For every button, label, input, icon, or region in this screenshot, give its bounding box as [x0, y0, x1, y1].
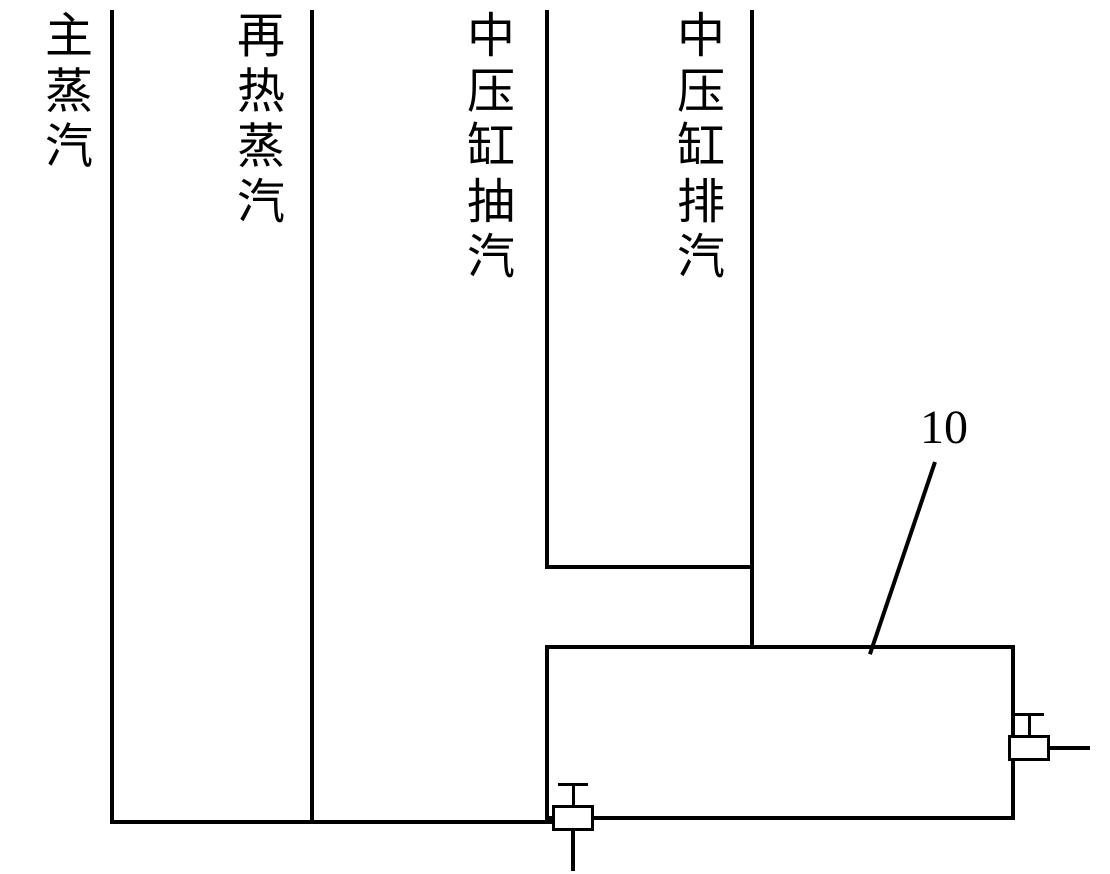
pipe-ip-exhaust	[750, 10, 754, 649]
valve-stub	[571, 831, 575, 871]
valve-right	[1008, 713, 1050, 761]
label-reheat-steam: 再热蒸汽	[220, 10, 290, 231]
callout-label-10: 10	[920, 400, 968, 455]
label-main-steam: 主蒸汽	[28, 10, 98, 176]
pipe-reheat-steam	[310, 10, 314, 824]
pipe-ip-extraction	[545, 10, 549, 569]
valve-stub	[1050, 746, 1090, 750]
label-ip-extraction: 中压缸抽汽	[450, 10, 520, 286]
pipe-bottom-connector	[110, 820, 552, 824]
valve-stem	[572, 783, 575, 805]
valve-body	[552, 805, 594, 831]
valve-stem	[1028, 713, 1031, 735]
pipe-main-steam	[110, 10, 114, 824]
component-box-10	[545, 645, 1015, 820]
valve-cap	[558, 783, 588, 786]
valve-cap	[1014, 713, 1044, 716]
valve-body	[1008, 735, 1050, 761]
valve-bottom	[552, 783, 594, 831]
label-ip-exhaust: 中压缸排汽	[660, 10, 730, 286]
callout-line-10	[868, 461, 937, 654]
pipe-mid-connector	[545, 565, 754, 569]
